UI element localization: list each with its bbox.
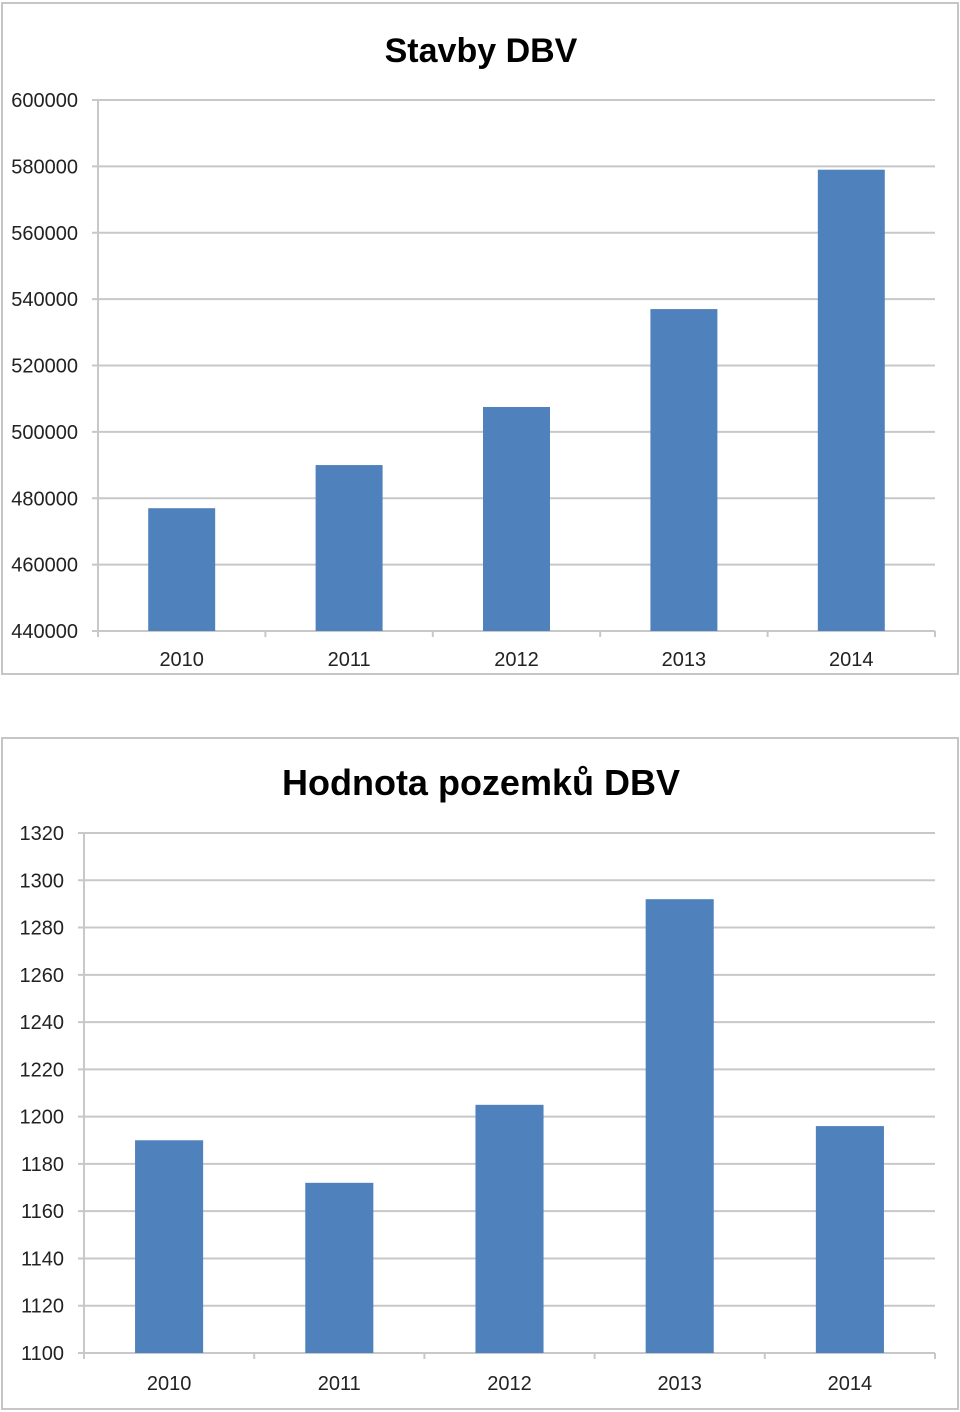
y-tick-label: 1240 [20,1012,65,1034]
y-tick-label: 1320 [20,823,65,845]
y-tick-label: 580000 [11,156,78,178]
x-tick-label: 2010 [159,649,204,671]
bar-2012 [483,406,550,631]
bar-2012 [475,1104,544,1353]
y-tick-label: 600000 [11,90,78,112]
y-tick-label: 540000 [11,289,78,311]
chart-hodnota-pozemku-dbv: Hodnota pozemků DBV 1100 1120 1140 1160 1180 1… [1,737,959,1410]
y-tick-label: 1120 [21,1296,64,1318]
y-tick-label: 520000 [11,356,78,378]
y-tick-label: 1140 [21,1248,64,1270]
bar-2013 [645,899,714,1353]
bar-2013 [650,309,718,631]
x-tick-label: 2014 [828,1373,873,1395]
x-tick-label: 2011 [328,649,371,671]
y-tick-label: 1280 [20,918,65,940]
y-tick-label: 500000 [11,422,78,444]
x-tick-label: 2011 [318,1373,361,1395]
y-tick-label: 1100 [21,1343,64,1365]
y-tick-label: 560000 [11,223,78,245]
y-tick-label: 460000 [11,555,78,577]
bar-2011 [315,465,383,631]
y-tick-label: 1220 [20,1059,65,1081]
y-tick-label: 1260 [20,965,65,987]
chart-stavby-dbv: Stavby DBV 440000 460000 480000 500000 520000… [1,2,959,675]
bar-2010 [135,1140,204,1353]
y-tick-label: 1200 [20,1107,65,1129]
x-tick-label: 2014 [829,649,874,671]
chart-title: Hodnota pozemků DBV [282,762,680,803]
bar-2011 [305,1182,374,1353]
x-tick-label: 2012 [487,1373,532,1395]
y-tick-label: 1160 [21,1201,64,1223]
x-tick-label: 2013 [657,1373,702,1395]
bar-2010 [148,508,216,631]
y-tick-label: 1300 [20,870,65,892]
x-tick-label: 2010 [147,1373,192,1395]
chart-stavby-dbv-svg: Stavby DBV 440000 460000 480000 500000 520000… [11,32,936,671]
bar-2014 [817,169,885,631]
chart-hodnota-pozemku-dbv-svg: Hodnota pozemků DBV 1100 1120 1140 1160 1180 1… [20,762,936,1395]
y-tick-label: 440000 [11,621,78,643]
bar-2014 [815,1126,884,1353]
x-tick-label: 2012 [494,649,539,671]
chart-title: Stavby DBV [385,32,578,70]
y-tick-label: 1180 [21,1154,64,1176]
y-tick-label: 480000 [11,488,78,510]
x-tick-label: 2013 [662,649,707,671]
